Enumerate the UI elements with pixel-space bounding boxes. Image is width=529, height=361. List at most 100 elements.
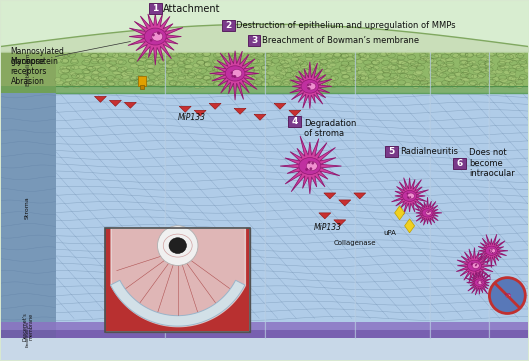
- Ellipse shape: [232, 72, 240, 75]
- Ellipse shape: [110, 58, 118, 62]
- Circle shape: [158, 32, 160, 35]
- Ellipse shape: [332, 70, 338, 74]
- Ellipse shape: [345, 66, 352, 70]
- Ellipse shape: [472, 65, 478, 68]
- Polygon shape: [1, 86, 56, 93]
- Ellipse shape: [359, 81, 366, 85]
- Ellipse shape: [167, 77, 174, 81]
- Ellipse shape: [435, 82, 443, 86]
- Ellipse shape: [396, 60, 405, 64]
- Ellipse shape: [482, 69, 490, 73]
- Ellipse shape: [158, 226, 198, 265]
- Ellipse shape: [240, 59, 248, 63]
- Ellipse shape: [477, 75, 484, 79]
- Text: Descemet’s
membrane: Descemet’s membrane: [22, 312, 33, 341]
- Circle shape: [492, 252, 494, 253]
- Circle shape: [407, 196, 409, 198]
- Ellipse shape: [197, 60, 205, 64]
- Ellipse shape: [475, 279, 485, 286]
- Ellipse shape: [261, 66, 268, 69]
- Ellipse shape: [444, 77, 452, 82]
- Ellipse shape: [203, 83, 209, 86]
- FancyBboxPatch shape: [248, 35, 260, 46]
- Polygon shape: [395, 206, 405, 220]
- Ellipse shape: [184, 75, 193, 79]
- Polygon shape: [290, 62, 332, 109]
- Ellipse shape: [508, 53, 515, 56]
- Ellipse shape: [63, 66, 71, 70]
- Text: Degradation
of stroma: Degradation of stroma: [304, 118, 356, 138]
- Ellipse shape: [407, 193, 414, 199]
- Ellipse shape: [82, 52, 90, 56]
- Polygon shape: [254, 114, 266, 120]
- Ellipse shape: [472, 52, 481, 56]
- Ellipse shape: [225, 81, 234, 86]
- Ellipse shape: [93, 76, 102, 81]
- Ellipse shape: [158, 59, 166, 64]
- Ellipse shape: [324, 69, 331, 73]
- Ellipse shape: [349, 77, 358, 81]
- Ellipse shape: [469, 61, 476, 64]
- Ellipse shape: [159, 78, 165, 82]
- Ellipse shape: [215, 75, 221, 79]
- Ellipse shape: [327, 53, 334, 57]
- Ellipse shape: [123, 82, 130, 86]
- Ellipse shape: [58, 54, 65, 58]
- Ellipse shape: [389, 58, 398, 63]
- Polygon shape: [1, 93, 56, 322]
- Ellipse shape: [328, 81, 334, 86]
- Ellipse shape: [459, 57, 468, 62]
- Circle shape: [152, 34, 155, 36]
- Ellipse shape: [136, 51, 143, 55]
- Ellipse shape: [294, 64, 300, 69]
- Polygon shape: [415, 197, 442, 225]
- Ellipse shape: [463, 70, 469, 74]
- Ellipse shape: [478, 84, 486, 88]
- Ellipse shape: [169, 82, 177, 85]
- Ellipse shape: [169, 238, 186, 253]
- Ellipse shape: [499, 65, 506, 69]
- Ellipse shape: [147, 60, 153, 63]
- Ellipse shape: [220, 64, 229, 67]
- Ellipse shape: [251, 84, 257, 87]
- Text: Radialneuritis: Radialneuritis: [399, 147, 458, 156]
- Ellipse shape: [401, 66, 408, 69]
- Ellipse shape: [305, 69, 313, 74]
- Circle shape: [427, 211, 428, 213]
- Ellipse shape: [113, 53, 119, 58]
- Ellipse shape: [56, 81, 63, 85]
- Ellipse shape: [487, 58, 492, 61]
- Ellipse shape: [354, 66, 361, 70]
- Ellipse shape: [65, 81, 71, 85]
- Ellipse shape: [92, 57, 99, 62]
- Ellipse shape: [341, 71, 347, 74]
- Ellipse shape: [76, 74, 84, 79]
- Ellipse shape: [277, 53, 284, 58]
- Ellipse shape: [290, 71, 297, 76]
- Ellipse shape: [291, 53, 299, 57]
- Ellipse shape: [299, 158, 321, 174]
- Ellipse shape: [360, 57, 368, 61]
- Ellipse shape: [304, 77, 313, 81]
- Ellipse shape: [296, 52, 304, 57]
- Ellipse shape: [210, 70, 217, 75]
- Ellipse shape: [430, 63, 439, 67]
- Polygon shape: [234, 108, 246, 114]
- Circle shape: [475, 265, 477, 266]
- Ellipse shape: [342, 64, 348, 68]
- Ellipse shape: [510, 54, 517, 59]
- Ellipse shape: [293, 75, 299, 79]
- Ellipse shape: [194, 83, 200, 88]
- Ellipse shape: [234, 78, 242, 82]
- Polygon shape: [1, 1, 528, 141]
- Polygon shape: [128, 14, 183, 65]
- Ellipse shape: [321, 60, 328, 64]
- Ellipse shape: [420, 56, 428, 61]
- Circle shape: [490, 251, 492, 252]
- Circle shape: [309, 83, 312, 86]
- Ellipse shape: [499, 60, 507, 64]
- Ellipse shape: [159, 70, 167, 73]
- Ellipse shape: [489, 248, 496, 253]
- Ellipse shape: [233, 64, 240, 68]
- Ellipse shape: [266, 60, 272, 64]
